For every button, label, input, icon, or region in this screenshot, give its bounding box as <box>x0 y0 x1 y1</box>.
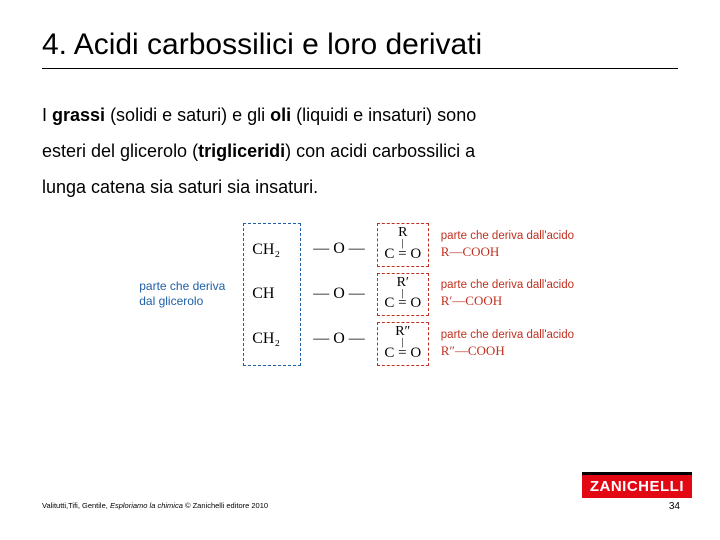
glycerol-row: CH <box>252 285 294 303</box>
label-line: parte che deriva dall'acido <box>441 278 581 293</box>
label-formula: R—COOH <box>441 244 581 261</box>
bond: — O — <box>313 285 365 303</box>
acid-label: parte che deriva dall'acido R—COOH <box>441 229 581 261</box>
label-formula: R″—COOH <box>441 343 581 360</box>
chemistry-diagram: parte che deriva dal glicerolo CH₂ CH CH… <box>42 223 678 366</box>
page-number: 34 <box>669 501 680 512</box>
text: ) con acidi carbossilici a <box>285 141 475 161</box>
acid-co: C = O <box>384 247 421 262</box>
bond: — O — <box>313 240 365 258</box>
label-line: parte che deriva dall'acido <box>441 328 581 343</box>
title-divider <box>42 68 678 69</box>
term-grassi: grassi <box>52 105 105 125</box>
slide: 4. Acidi carbossilici e loro derivati I … <box>0 0 720 540</box>
footer-authors: Valitutti,Tifi, Gentile, <box>42 501 110 510</box>
page-title: 4. Acidi carbossilici e loro derivati <box>42 28 678 62</box>
glycerol-box: CH₂ CH CH₂ <box>243 223 301 366</box>
acid-co: C = O <box>384 346 421 361</box>
label-formula: R′—COOH <box>441 293 581 310</box>
footer-book: Esploriamo la chimica <box>110 501 183 510</box>
term-trigliceridi: trigliceridi <box>198 141 285 161</box>
glycerol-row: CH₂ <box>252 241 294 259</box>
acid-label: parte che deriva dall'acido R′—COOH <box>441 278 581 310</box>
text: lunga catena sia saturi sia insaturi. <box>42 177 318 197</box>
glycerol-row: CH₂ <box>252 330 294 348</box>
acid-box: R′ | C = O <box>377 273 429 317</box>
label-line: dal glicerolo <box>139 294 231 310</box>
text: (solidi e saturi) e gli <box>105 105 270 125</box>
text: (liquidi e insaturi) sono <box>291 105 476 125</box>
acid-box: R | C = O <box>377 223 429 267</box>
acid-boxes-column: R | C = O R′ | C = O R″ | C = O <box>377 223 429 366</box>
acid-box: R″ | C = O <box>377 322 429 366</box>
body-paragraph: I grassi (solidi e saturi) e gli oli (li… <box>42 97 678 205</box>
glycerol-label: parte che deriva dal glicerolo <box>139 223 231 366</box>
text: I <box>42 105 52 125</box>
oxygen-bridge-column: — O — — O — — O — <box>313 223 365 366</box>
bond: — O — <box>313 330 365 348</box>
label-line: parte che deriva <box>139 279 231 295</box>
acid-label: parte che deriva dall'acido R″—COOH <box>441 328 581 360</box>
acid-labels-column: parte che deriva dall'acido R—COOH parte… <box>441 223 581 366</box>
label-line: parte che deriva dall'acido <box>441 229 581 244</box>
acid-co: C = O <box>384 296 421 311</box>
term-oli: oli <box>270 105 291 125</box>
text: esteri del glicerolo ( <box>42 141 198 161</box>
footer-citation: Valitutti,Tifi, Gentile, Esploriamo la c… <box>42 501 268 510</box>
footer-publisher: © Zanichelli editore 2010 <box>183 501 268 510</box>
brand-badge: ZANICHELLI <box>582 472 692 498</box>
